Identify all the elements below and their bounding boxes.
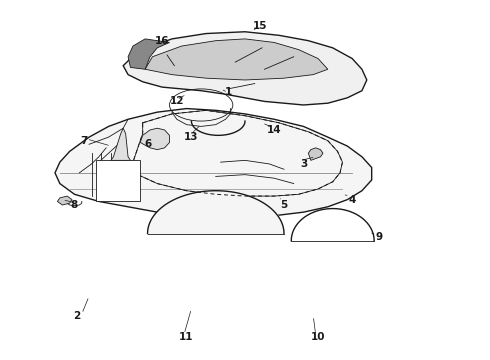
Polygon shape [55, 109, 372, 217]
Polygon shape [57, 196, 72, 205]
Text: 6: 6 [144, 139, 151, 149]
Polygon shape [308, 148, 323, 160]
Text: 7: 7 [80, 136, 88, 146]
Polygon shape [128, 39, 170, 69]
Text: 15: 15 [252, 21, 267, 31]
Polygon shape [140, 128, 170, 150]
Polygon shape [123, 32, 367, 105]
Text: 1: 1 [224, 87, 232, 98]
Text: 11: 11 [179, 332, 194, 342]
Polygon shape [145, 39, 328, 80]
Text: 10: 10 [311, 332, 325, 342]
Polygon shape [111, 128, 130, 160]
Text: 2: 2 [74, 311, 80, 321]
Text: 8: 8 [71, 200, 78, 210]
Text: 9: 9 [375, 232, 383, 242]
Text: 13: 13 [184, 132, 198, 142]
Text: 12: 12 [170, 96, 184, 107]
Text: 14: 14 [267, 125, 282, 135]
Text: 4: 4 [348, 195, 356, 204]
Text: 16: 16 [155, 36, 170, 46]
Text: 5: 5 [280, 200, 288, 210]
Bar [97, 160, 140, 202]
Text: 3: 3 [300, 159, 307, 169]
